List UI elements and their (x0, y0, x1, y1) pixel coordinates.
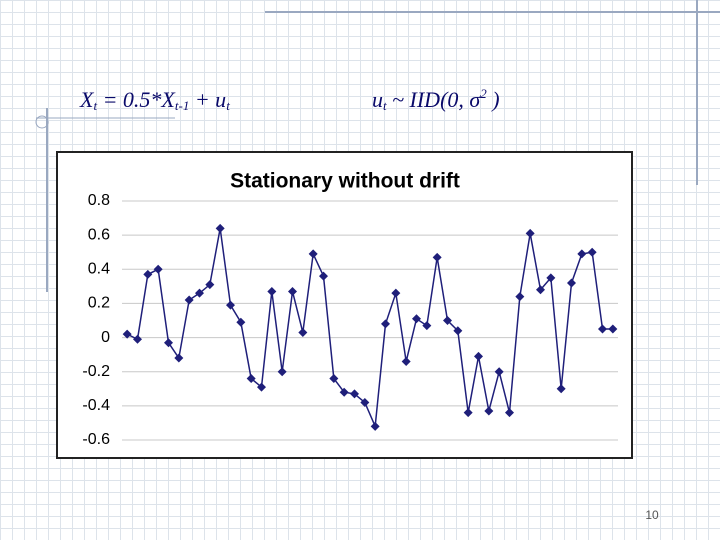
data-point (329, 374, 339, 384)
data-point (494, 367, 504, 377)
data-point (153, 264, 163, 274)
data-point (184, 295, 194, 305)
y-tick-label: 0.2 (88, 295, 110, 312)
formula-subscript: t (226, 98, 230, 113)
data-point (360, 397, 370, 407)
y-tick-label: 0.6 (88, 226, 110, 243)
data-point (267, 286, 277, 296)
data-point (598, 324, 607, 334)
page-number: 10 (645, 508, 659, 522)
data-point (319, 271, 328, 281)
data-point (195, 288, 204, 298)
data-point (432, 252, 442, 262)
data-point (236, 317, 246, 327)
data-point (608, 324, 618, 334)
y-tick-label: -0.6 (82, 431, 110, 448)
y-tick-label: -0.2 (82, 363, 110, 380)
data-point (505, 408, 514, 418)
data-point (205, 280, 215, 290)
data-point (474, 351, 483, 361)
formula-subscript: t (383, 98, 387, 113)
data-point (525, 228, 535, 238)
formula-part: X (79, 87, 95, 112)
y-tick-label: 0.8 (88, 192, 110, 209)
data-point (164, 338, 173, 348)
data-point (370, 421, 380, 431)
formula-part: u (372, 87, 383, 112)
data-point (536, 285, 545, 295)
formula-subscript: t-1 (175, 98, 189, 113)
data-point (567, 278, 576, 288)
data-point (308, 249, 318, 259)
data-point (587, 247, 597, 257)
decor-circle (35, 115, 49, 129)
y-tick-label: 0.4 (88, 261, 110, 278)
data-point (443, 316, 452, 325)
data-point (215, 223, 225, 233)
data-point (453, 326, 463, 336)
data-point (298, 327, 308, 337)
data-point (484, 406, 494, 416)
data-point (391, 288, 401, 298)
data-point (277, 367, 287, 377)
formula-right: ut ~ IID(0, σ2 ) (372, 86, 500, 113)
formula-left: Xt = 0.5*Xt-1 + ut (79, 87, 230, 113)
y-tick-label: 0 (101, 329, 110, 346)
formula-part: ~ IID(0, σ (387, 87, 482, 112)
formula-part: ) (487, 87, 500, 112)
plot-area: 0.8 0.6 0.4 0.2 0 -0.2 -0.4 -0.6 (82, 192, 618, 448)
data-point (133, 334, 142, 344)
data-point (174, 353, 184, 363)
formula-subscript: t (93, 98, 97, 113)
data-point (246, 374, 256, 384)
data-point (339, 387, 349, 397)
chart-frame (56, 151, 633, 459)
formula-part: = 0.5*X (97, 87, 176, 112)
data-point (463, 408, 473, 418)
data-point (122, 329, 132, 339)
data-point (412, 314, 421, 324)
data-point (556, 384, 566, 394)
data-point (515, 292, 525, 302)
data-point (381, 319, 390, 329)
data-point (401, 356, 411, 366)
data-point (422, 321, 432, 331)
data-point (288, 286, 297, 296)
data-point (226, 300, 235, 310)
data-point (143, 269, 153, 279)
data-point (257, 382, 266, 392)
data-point (546, 273, 556, 283)
formula-part: + u (189, 87, 226, 112)
data-point (350, 389, 359, 399)
formula-superscript: 2 (480, 86, 487, 101)
data-point (577, 249, 587, 259)
chart-title: Stationary without drift (230, 170, 460, 193)
y-tick-label: -0.4 (82, 397, 110, 414)
